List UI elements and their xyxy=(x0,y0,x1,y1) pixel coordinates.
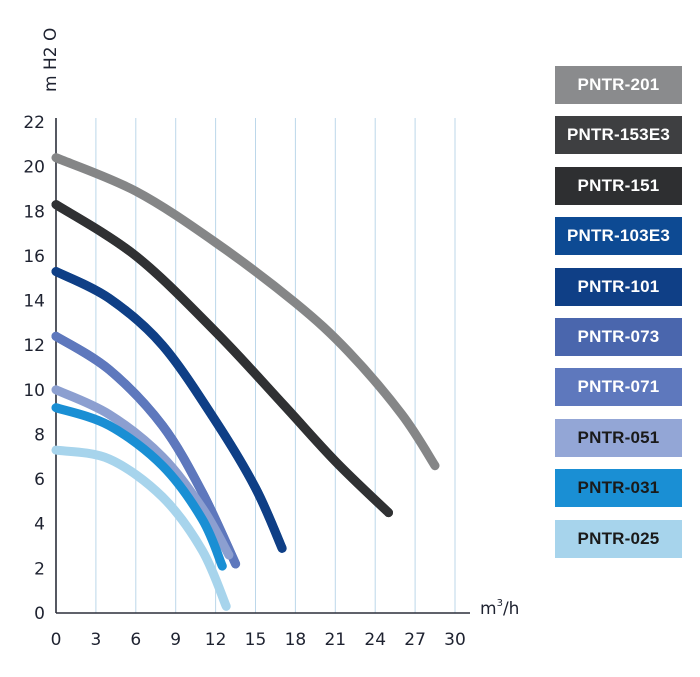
x-tick-label: 24 xyxy=(364,630,386,650)
legend-item-pntr-073: PNTR-073 xyxy=(555,317,682,356)
legend-item-pntr-025: PNTR-025 xyxy=(555,519,682,558)
x-tick-label: 15 xyxy=(245,630,267,650)
y-tick-label: 0 xyxy=(34,604,45,624)
x-tick-label: 30 xyxy=(444,630,466,650)
series-curve-pntr-051 xyxy=(51,385,234,560)
grid-lines xyxy=(95,118,456,613)
x-tick-label: 6 xyxy=(130,630,141,650)
legend-item-pntr-151: PNTR-151 xyxy=(555,166,682,205)
axes xyxy=(55,118,470,614)
x-tick-label: 21 xyxy=(324,630,346,650)
x-tick-label: 9 xyxy=(170,630,181,650)
series-curve-pntr-151 xyxy=(51,200,393,518)
series-curve-pntr-101 xyxy=(51,267,287,553)
x-tick-label: 27 xyxy=(404,630,426,650)
legend-item-pntr-103e3: PNTR-103E3 xyxy=(555,217,682,256)
legend-item-pntr-071: PNTR-071 xyxy=(555,368,682,407)
legend-item-pntr-201: PNTR-201 xyxy=(555,66,682,104)
y-axis-label: m H2 O xyxy=(41,28,61,92)
x-axis-label: m3/h xyxy=(480,598,519,619)
series-curve-pntr-031 xyxy=(51,403,227,571)
y-tick-label: 16 xyxy=(23,247,45,267)
y-tick-label: 8 xyxy=(34,425,45,445)
y-tick-label: 2 xyxy=(34,559,45,579)
y-tick-label: 14 xyxy=(23,292,45,312)
legend-item-pntr-031: PNTR-031 xyxy=(555,469,682,508)
x-tick-label: 12 xyxy=(205,630,227,650)
x-tick-label: 18 xyxy=(285,630,307,650)
x-axis-label-sup: 3 xyxy=(497,598,503,609)
legend-item-pntr-051: PNTR-051 xyxy=(555,418,682,457)
y-tick-label: 22 xyxy=(23,113,45,133)
x-tick-label: 0 xyxy=(51,630,62,650)
y-tick-label: 4 xyxy=(34,515,45,535)
series-curve-pntr-071 xyxy=(51,331,241,569)
legend-item-pntr-153e3: PNTR-153E3 xyxy=(555,116,682,155)
y-tick-label: 18 xyxy=(23,202,45,222)
series-curves xyxy=(51,153,440,611)
legend-item-pntr-101: PNTR-101 xyxy=(555,267,682,306)
x-tick-labels: 0 3 6 9 12 15 18 21 24 27 30 xyxy=(51,630,466,650)
series-curve-pntr-025 xyxy=(51,445,231,611)
y-tick-label: 12 xyxy=(23,336,45,356)
y-tick-label: 20 xyxy=(23,158,45,178)
x-axis-label-base: m xyxy=(480,599,497,619)
x-axis-label-suffix: /h xyxy=(503,599,520,619)
legend: PNTR-201 PNTR-153E3 PNTR-151 PNTR-103E3 PNTR… xyxy=(555,66,682,570)
y-tick-label: 6 xyxy=(34,470,45,490)
series-curve-pntr-201 xyxy=(51,153,440,471)
x-tick-label: 3 xyxy=(90,630,101,650)
y-tick-label: 10 xyxy=(23,381,45,401)
y-tick-labels: 0 2 4 6 8 10 12 14 16 18 20 22 xyxy=(23,113,45,624)
